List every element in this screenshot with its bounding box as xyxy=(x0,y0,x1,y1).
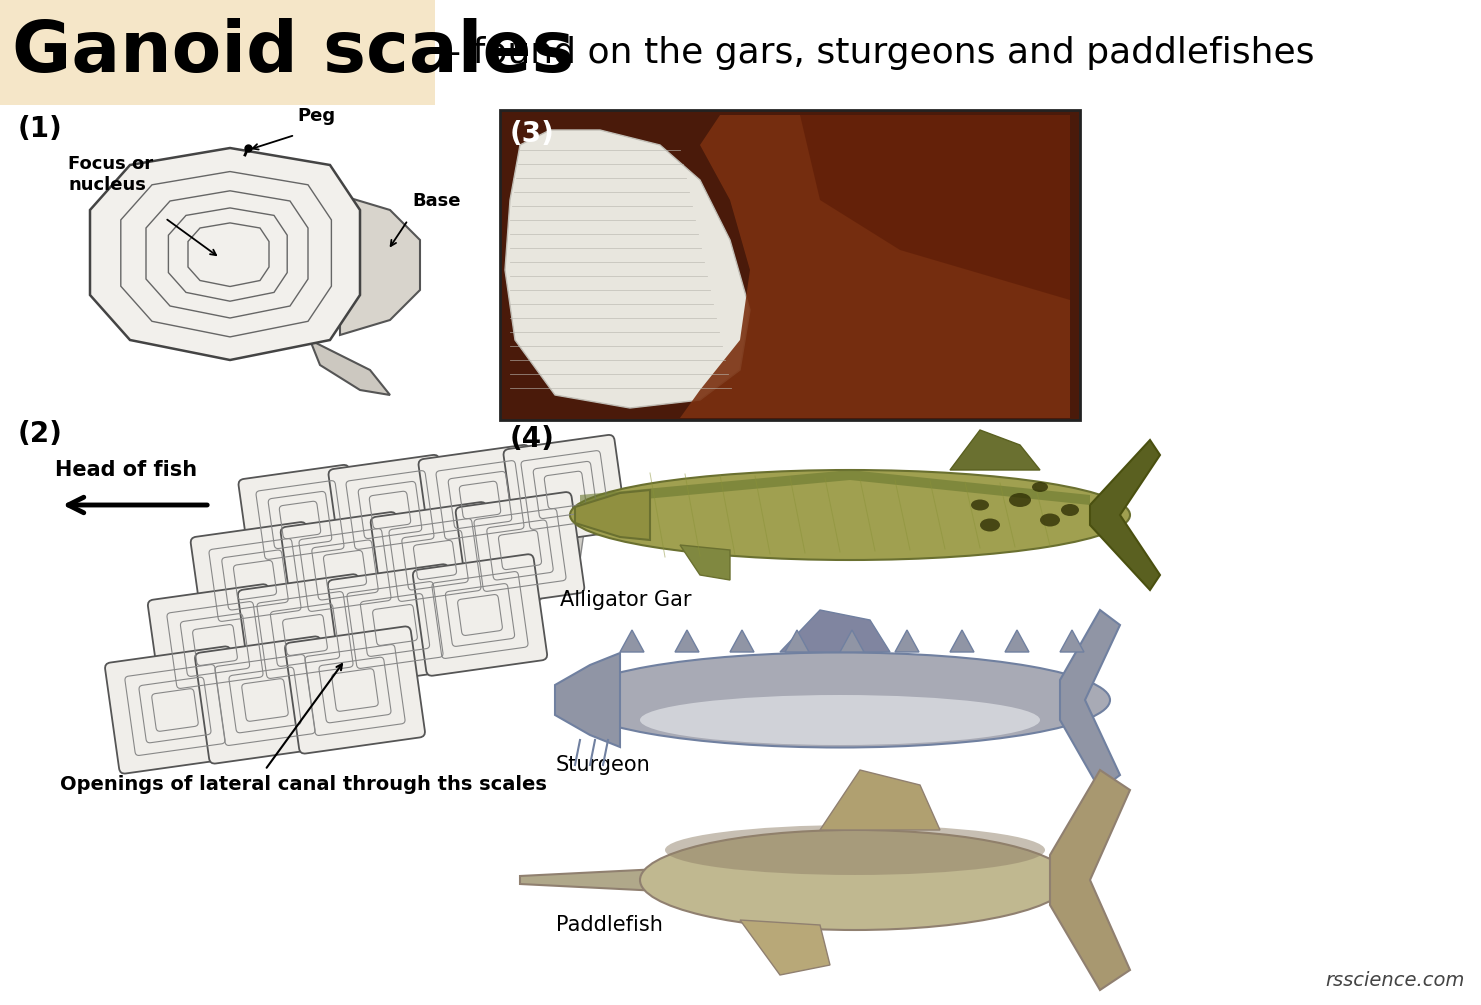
Ellipse shape xyxy=(665,825,1046,875)
FancyBboxPatch shape xyxy=(501,110,1080,420)
Text: Openings of lateral canal through ths scales: Openings of lateral canal through ths sc… xyxy=(61,775,546,794)
Polygon shape xyxy=(469,470,589,600)
Polygon shape xyxy=(575,490,650,540)
Polygon shape xyxy=(680,115,1069,418)
FancyBboxPatch shape xyxy=(419,445,542,555)
FancyBboxPatch shape xyxy=(191,522,320,638)
FancyBboxPatch shape xyxy=(504,435,626,545)
Polygon shape xyxy=(520,868,680,892)
Text: Base: Base xyxy=(412,192,461,210)
Text: - found on the gars, sturgeons and paddlefishes: - found on the gars, sturgeons and paddl… xyxy=(447,35,1315,69)
FancyBboxPatch shape xyxy=(0,0,435,105)
Ellipse shape xyxy=(640,830,1069,930)
Polygon shape xyxy=(555,653,621,747)
Ellipse shape xyxy=(640,695,1040,745)
Polygon shape xyxy=(1006,630,1029,652)
Polygon shape xyxy=(90,148,360,360)
Text: Sturgeon: Sturgeon xyxy=(555,755,650,775)
FancyBboxPatch shape xyxy=(370,502,499,618)
Polygon shape xyxy=(800,115,1069,300)
Text: Alligator Gar: Alligator Gar xyxy=(560,590,692,610)
Ellipse shape xyxy=(972,499,989,511)
Polygon shape xyxy=(949,630,974,652)
Polygon shape xyxy=(840,630,863,652)
Text: Focus or
nucleus: Focus or nucleus xyxy=(68,155,153,194)
Text: Ganoid scales: Ganoid scales xyxy=(12,18,575,87)
Text: Head of fish: Head of fish xyxy=(55,460,197,480)
Polygon shape xyxy=(310,340,390,395)
Text: (3): (3) xyxy=(509,120,555,148)
Ellipse shape xyxy=(1032,482,1049,492)
Text: (4): (4) xyxy=(509,425,555,453)
FancyBboxPatch shape xyxy=(105,646,244,774)
FancyBboxPatch shape xyxy=(327,564,462,685)
FancyBboxPatch shape xyxy=(195,636,335,764)
Polygon shape xyxy=(505,130,749,408)
Text: (1): (1) xyxy=(18,115,62,143)
Polygon shape xyxy=(820,770,940,830)
Polygon shape xyxy=(429,580,530,660)
Text: rsscience.com: rsscience.com xyxy=(1325,971,1465,990)
Polygon shape xyxy=(949,430,1040,470)
Polygon shape xyxy=(1050,770,1130,990)
Polygon shape xyxy=(581,470,1090,505)
Text: Peg: Peg xyxy=(298,107,335,125)
FancyBboxPatch shape xyxy=(238,574,372,695)
Ellipse shape xyxy=(1009,493,1031,507)
FancyBboxPatch shape xyxy=(329,455,452,565)
FancyBboxPatch shape xyxy=(148,584,281,706)
Ellipse shape xyxy=(980,519,1000,532)
Text: (2): (2) xyxy=(18,420,62,448)
FancyBboxPatch shape xyxy=(281,513,409,628)
FancyBboxPatch shape xyxy=(456,492,585,608)
FancyBboxPatch shape xyxy=(238,465,361,575)
Polygon shape xyxy=(621,630,644,652)
Polygon shape xyxy=(675,630,699,652)
Ellipse shape xyxy=(1060,504,1080,516)
Polygon shape xyxy=(895,630,920,652)
Polygon shape xyxy=(680,545,730,580)
Polygon shape xyxy=(785,630,809,652)
Polygon shape xyxy=(1060,630,1084,652)
Polygon shape xyxy=(740,920,829,975)
Text: Paddlefish: Paddlefish xyxy=(555,915,663,935)
Ellipse shape xyxy=(570,470,1130,560)
Ellipse shape xyxy=(1040,514,1060,527)
Polygon shape xyxy=(780,610,890,652)
Polygon shape xyxy=(1090,440,1160,590)
FancyBboxPatch shape xyxy=(413,555,546,675)
FancyBboxPatch shape xyxy=(284,626,425,754)
Polygon shape xyxy=(1060,610,1120,790)
Polygon shape xyxy=(730,630,754,652)
Polygon shape xyxy=(341,195,421,335)
Ellipse shape xyxy=(570,652,1109,748)
